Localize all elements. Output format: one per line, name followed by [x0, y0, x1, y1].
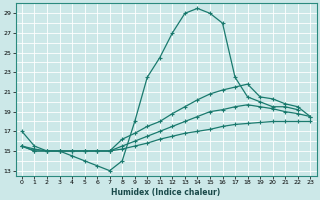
- X-axis label: Humidex (Indice chaleur): Humidex (Indice chaleur): [111, 188, 221, 197]
